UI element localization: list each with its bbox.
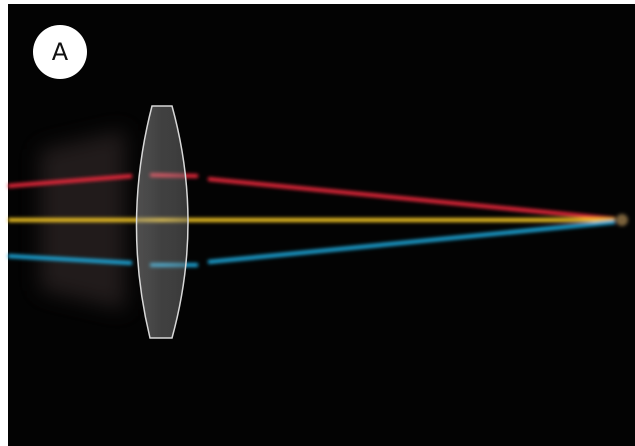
lens <box>135 105 189 339</box>
label: A <box>52 38 69 66</box>
focus-point <box>616 214 628 226</box>
label-badge <box>33 25 87 79</box>
